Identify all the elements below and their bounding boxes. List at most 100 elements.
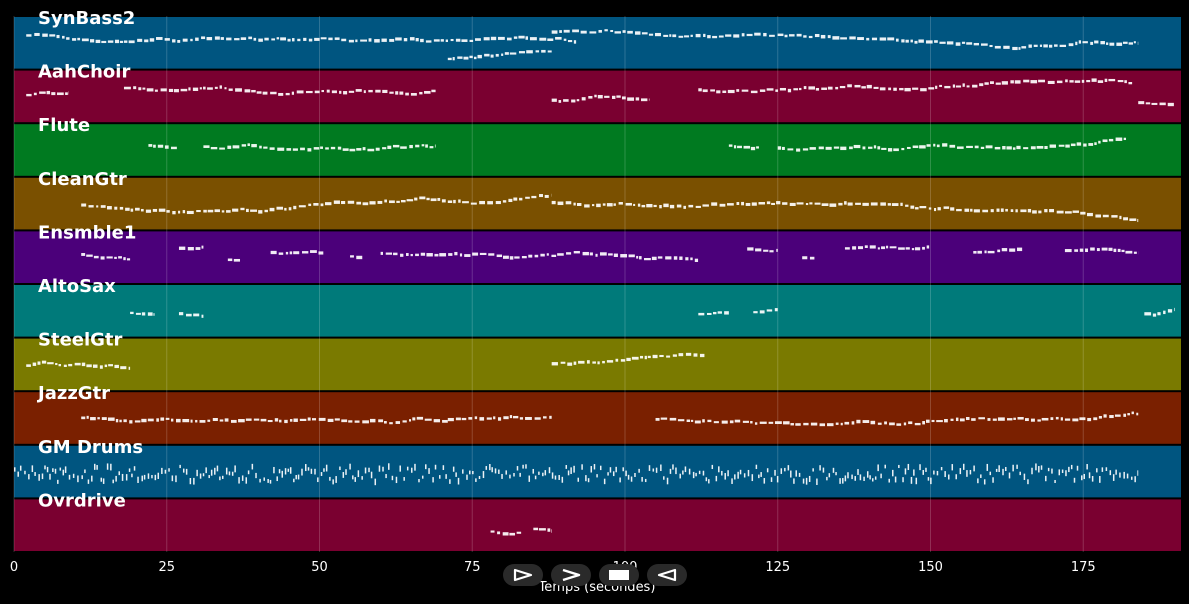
note	[433, 39, 440, 42]
note	[525, 36, 529, 40]
note	[1044, 209, 1048, 213]
note	[928, 87, 935, 90]
note	[329, 476, 331, 481]
note	[994, 45, 1001, 49]
note	[679, 473, 681, 479]
note	[1125, 250, 1133, 254]
note	[551, 529, 552, 533]
note	[112, 479, 114, 484]
note	[669, 417, 677, 421]
note	[297, 474, 300, 480]
note	[607, 472, 609, 476]
note	[548, 467, 551, 474]
note	[663, 203, 669, 208]
note	[563, 29, 570, 33]
note	[1002, 146, 1006, 150]
note	[389, 91, 394, 94]
note	[450, 38, 454, 42]
note	[685, 352, 692, 356]
note	[648, 98, 650, 101]
note	[182, 468, 185, 473]
note	[219, 419, 224, 422]
note	[1108, 247, 1113, 251]
note	[535, 50, 540, 53]
note	[102, 478, 105, 484]
note	[224, 87, 227, 90]
note	[464, 254, 471, 257]
note	[177, 39, 181, 43]
note	[475, 38, 481, 41]
note	[286, 148, 292, 151]
note	[611, 95, 616, 99]
note	[49, 473, 51, 480]
note	[93, 255, 99, 259]
note	[285, 251, 289, 255]
note	[905, 247, 910, 250]
note	[971, 418, 976, 421]
note	[1101, 467, 1104, 472]
track-label: Flute	[38, 115, 90, 136]
note	[814, 33, 820, 38]
stop-button[interactable]	[599, 564, 639, 586]
note	[702, 470, 705, 476]
note	[114, 206, 118, 210]
note	[395, 37, 402, 41]
note	[164, 469, 167, 474]
note	[269, 207, 275, 212]
note	[557, 201, 564, 206]
note	[521, 256, 527, 259]
back-button[interactable]	[647, 564, 687, 586]
note	[966, 145, 973, 149]
note	[299, 418, 307, 422]
note	[518, 51, 525, 54]
note	[251, 463, 254, 470]
note	[634, 31, 641, 35]
note	[1027, 208, 1032, 213]
note	[1104, 78, 1108, 82]
note	[627, 474, 630, 480]
note	[395, 476, 398, 484]
note	[1088, 143, 1094, 146]
note	[956, 146, 964, 149]
note	[920, 88, 927, 92]
note	[64, 466, 67, 473]
note	[725, 34, 732, 37]
note	[269, 147, 275, 150]
note	[637, 203, 641, 207]
note	[247, 143, 250, 147]
note	[1054, 479, 1056, 484]
note	[374, 478, 377, 486]
note	[861, 86, 866, 89]
note	[1096, 248, 1100, 252]
note	[891, 203, 899, 206]
note	[540, 253, 545, 257]
note	[872, 478, 874, 482]
note	[495, 53, 499, 57]
note	[987, 250, 995, 254]
note	[509, 532, 516, 536]
note	[332, 479, 334, 485]
note	[840, 146, 847, 151]
note	[703, 33, 706, 38]
note	[893, 148, 899, 152]
note	[377, 200, 383, 204]
track-band	[14, 499, 1181, 551]
note	[1108, 138, 1114, 142]
note	[320, 146, 323, 149]
note	[1064, 418, 1071, 421]
note	[990, 209, 994, 213]
play-button[interactable]	[503, 564, 543, 586]
note	[727, 470, 729, 477]
note	[189, 478, 192, 485]
note	[586, 360, 590, 364]
note	[175, 418, 181, 423]
note	[648, 465, 651, 471]
note	[547, 38, 554, 41]
note	[901, 147, 905, 151]
note	[626, 357, 631, 362]
next-button[interactable]	[551, 564, 591, 586]
note	[1051, 468, 1053, 474]
note	[114, 39, 120, 44]
track-label: Ovrdrive	[38, 490, 126, 511]
note	[581, 464, 583, 470]
